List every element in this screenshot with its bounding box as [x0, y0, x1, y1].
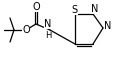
Text: N: N	[104, 21, 112, 31]
Text: O: O	[22, 25, 30, 35]
Text: O: O	[32, 2, 40, 12]
Text: N: N	[91, 4, 99, 14]
Text: H: H	[45, 32, 51, 40]
Text: S: S	[71, 5, 77, 15]
Text: N: N	[44, 19, 52, 29]
